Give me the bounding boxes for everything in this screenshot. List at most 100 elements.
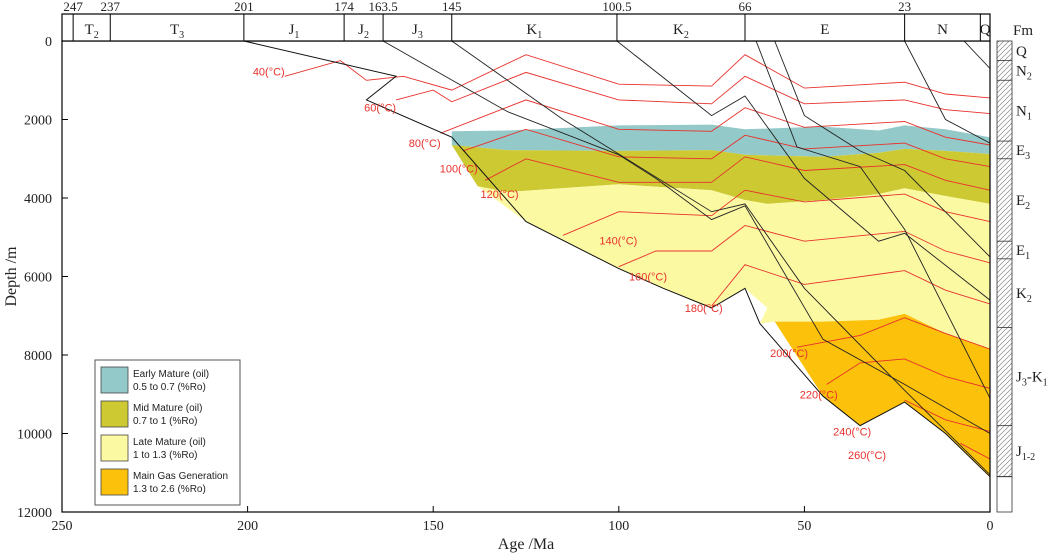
formation-label-2: N1 [1016,104,1032,123]
isotherm-label-11: 260(°C) [848,450,886,462]
burial-line-4 [774,41,990,258]
legend-range-0: 0.5 to 0.7 (%Ro) [133,382,206,393]
y-tick-label-5: 10000 [17,428,52,443]
legend-name-3: Main Gas Generation [133,471,228,482]
isotherm-line-9 [826,358,990,389]
isotherm-line-11 [960,442,990,460]
isotherm-line-1 [395,71,990,115]
isotherm-label-10: 240(°C) [833,427,871,439]
maturity-zone-0 [451,124,990,157]
period-label-8: N [937,22,948,38]
formation-label-5: E1 [1016,243,1030,262]
burial-line-1 [451,41,990,476]
y-tick-label-1: 2000 [24,114,52,129]
isotherm-line-0 [284,54,990,99]
isotherm-label-2: 80(°C) [409,138,441,150]
boundary-age-label-5: 145 [442,0,462,14]
legend-name-2: Late Mature (oil) [133,437,206,448]
boundary-age-label-0: 247 [63,0,83,14]
boundary-age-label-8: 23 [898,0,911,14]
formation-label-7: J3-K1 [1016,370,1048,389]
formation-header: Fm [1013,23,1033,39]
formation-label-8: J1-2 [1016,444,1035,463]
maturity-zone-3 [774,313,990,477]
maturity-zones [451,124,990,477]
axes: 250 200 150 100 50 0 0 2000 4000 6000 8000 10000 120… [3,35,994,553]
y-tick-label-0: 0 [45,35,52,50]
isotherm-line-5 [562,189,990,236]
legend-range-1: 0.7 to 1 (%Ro) [133,416,197,427]
y-tick-label-3: 6000 [24,271,52,286]
legend-name-1: Mid Mature (oil) [133,403,202,414]
x-tick-label-2: 150 [423,519,444,534]
isotherm-label-6: 160(°C) [629,272,667,284]
isotherm-label-3: 100(°C) [440,164,478,176]
isotherm-label-9: 220(°C) [800,389,838,401]
x-tick-label-1: 200 [237,519,258,534]
maturity-zone-1 [451,145,990,204]
period-label-5: K1 [526,22,542,41]
formation-label-1: N2 [1016,63,1032,82]
isotherm-line-2 [440,99,990,146]
isotherm-label-1: 60(°C) [364,103,396,115]
boundary-age-label-4: 163.5 [368,0,397,14]
legend-swatch-2 [100,434,129,462]
y-tick-label-2: 4000 [24,192,52,207]
period-label-7: E [820,22,829,38]
stratigraphy-header: 247 237 201 174 163.5 145 100.5 66 23 T2 T3 J1 J2 J3 K… [61,0,991,42]
period-label-0: T2 [85,22,99,41]
period-label-6: K2 [673,22,689,41]
isotherm-line-3 [462,128,990,168]
period-label-2: J1 [289,22,300,41]
isotherm-label-8: 200(°C) [770,348,808,360]
legend-range-3: 1.3 to 2.6 (%Ro) [133,484,206,495]
boundary-age-label-6: 100.5 [602,0,631,14]
legend-swatch-0 [100,366,129,394]
period-label-1: T3 [170,22,184,41]
formation-label-3: E3 [1016,143,1030,162]
burial-line-3 [755,41,990,399]
legend-range-2: 1 to 1.3 (%Ro) [133,450,197,461]
period-label-9: Q [980,22,991,38]
isotherm-line-4 [484,156,990,191]
boundary-age-label-2: 201 [234,0,254,14]
boundary-age-label-7: 66 [739,0,753,14]
period-label-3: J2 [358,22,369,41]
formation-column: Fm Q N2 N1 E3 E2 E1 K2 J3-K1 J1-2 [996,23,1048,513]
burial-line-5 [904,41,990,144]
boundary-age-label-3: 174 [334,0,354,14]
isotherm-lines [284,54,990,460]
x-tick-label-5: 0 [987,519,994,534]
period-header-box [61,13,991,42]
isotherm-labels: 40(°C) 60(°C) 80(°C) 100(°C) 120(°C) 140(°C) 1… [253,67,886,462]
isotherm-label-5: 140(°C) [599,235,637,247]
burial-line-6 [963,41,990,69]
y-axis-label: Depth /m [3,246,20,307]
x-tick-label-3: 100 [608,519,629,534]
formation-label-6: K2 [1016,286,1032,305]
basin-outline [243,40,991,478]
legend-swatch-3 [100,468,129,496]
period-label-4: J3 [412,22,423,41]
legend: Early Mature (oil) 0.5 to 0.7 (%Ro) Mid Ma… [94,359,241,506]
boundary-age-label-1: 237 [101,0,121,14]
legend-name-0: Early Mature (oil) [133,369,209,380]
maturity-zone-2 [477,184,990,350]
isotherm-label-0: 40(°C) [253,67,285,79]
basin-outline-line [243,40,991,478]
isotherm-line-10 [904,399,990,432]
isotherm-line-6 [618,225,990,268]
formation-label-0: Q [1016,44,1027,60]
burial-line-0 [382,41,990,434]
isotherm-line-7 [711,264,990,307]
formation-column-base [996,476,1013,513]
legend-swatch-1 [100,400,129,428]
isotherm-label-7: 180(°C) [685,303,723,315]
x-axis-label: Age /Ma [498,536,554,553]
isotherm-label-4: 120(°C) [481,189,519,201]
x-tick-label-0: 250 [52,519,73,534]
formation-label-4: E2 [1016,193,1030,212]
burial-lines [382,41,990,476]
burial-line-2 [616,41,990,301]
